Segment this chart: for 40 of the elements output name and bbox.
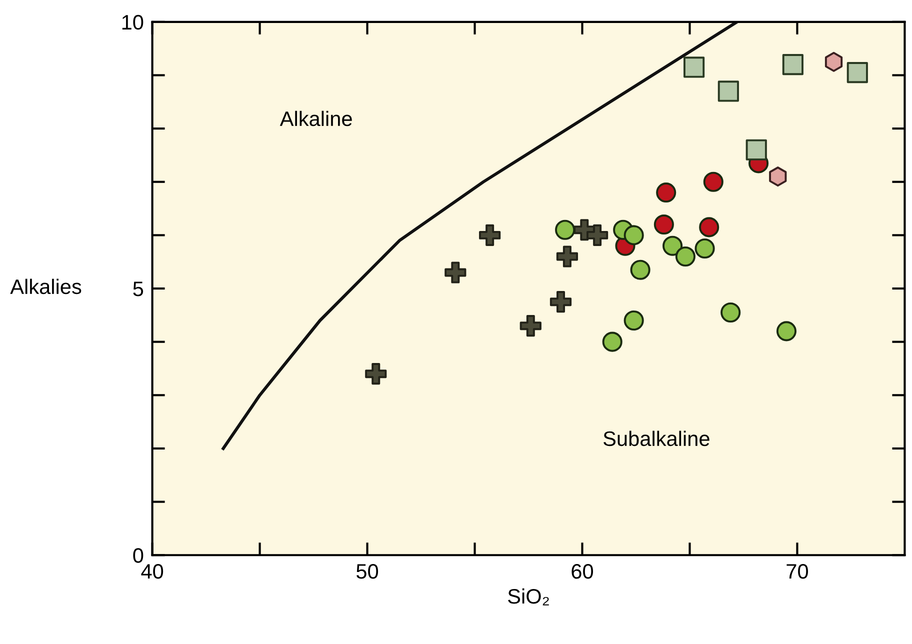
point <box>555 220 576 240</box>
point <box>769 166 787 187</box>
point <box>824 52 843 72</box>
x-tick-label: 70 <box>786 564 808 579</box>
point <box>556 246 578 268</box>
point <box>602 332 622 352</box>
y-tick-label: 0 <box>133 548 144 563</box>
point <box>694 238 715 259</box>
annotation: Subalkaline <box>604 430 710 446</box>
point <box>444 262 466 284</box>
point <box>479 224 501 246</box>
point <box>683 56 705 78</box>
x-tick-label: 60 <box>572 564 594 579</box>
point <box>624 310 644 331</box>
x-tick-label: 40 <box>141 564 164 579</box>
point <box>776 321 796 342</box>
x-tick-label: 50 <box>356 564 378 579</box>
point <box>662 236 683 256</box>
point <box>630 260 650 280</box>
y-axis-title: Alkalies <box>10 278 82 294</box>
point <box>675 246 696 267</box>
y-tick-label: 5 <box>133 282 144 296</box>
point <box>703 172 724 192</box>
annotation: Alkaline <box>280 110 352 126</box>
point <box>746 139 767 160</box>
point <box>846 62 868 84</box>
point <box>550 291 572 313</box>
point <box>624 225 644 246</box>
point <box>365 363 387 385</box>
point <box>520 315 542 337</box>
point <box>718 80 739 102</box>
point <box>586 224 608 246</box>
point <box>699 217 720 238</box>
point <box>720 302 741 323</box>
point <box>782 54 804 76</box>
y-tick-label: 10 <box>122 14 144 30</box>
x-axis-title: SiO₂ <box>508 588 549 606</box>
point <box>654 214 674 235</box>
point <box>656 182 676 203</box>
line-series <box>222 22 739 450</box>
